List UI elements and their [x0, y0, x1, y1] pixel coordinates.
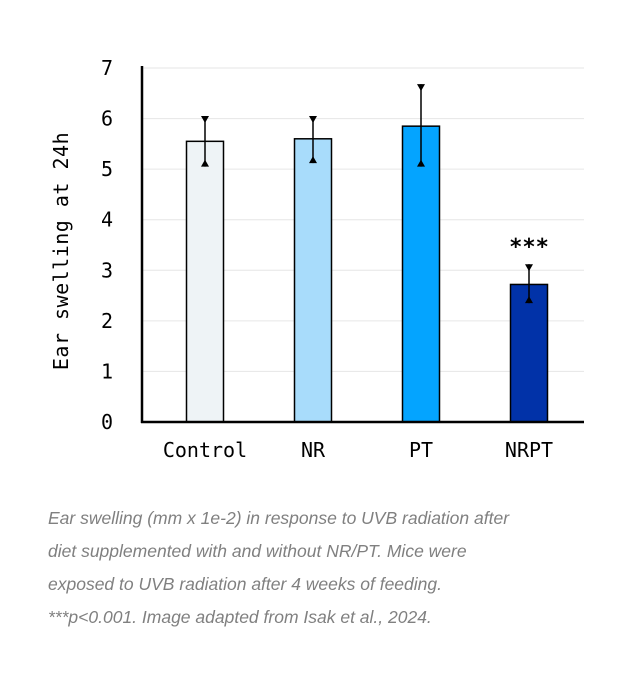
bar-control — [185, 140, 225, 423]
error-bar-upper-cap — [417, 84, 425, 92]
error-bars — [201, 84, 533, 304]
bar-pt — [401, 125, 441, 423]
significance-annotations: *** — [509, 235, 549, 260]
y-tick-label: 7 — [101, 56, 113, 80]
bar-nrpt — [509, 283, 549, 423]
y-tick-label: 5 — [101, 157, 113, 181]
y-tick-label: 1 — [101, 359, 113, 383]
error-bar-lower-cap — [525, 296, 533, 304]
y-tick-label: 4 — [101, 208, 113, 232]
significance-marker: *** — [509, 235, 549, 260]
error-bar-lower-cap — [417, 159, 425, 167]
x-tick-labels: Control NR PT NRPT — [163, 438, 553, 462]
y-tick-label: 2 — [101, 309, 113, 333]
y-tick-label: 0 — [101, 410, 113, 434]
figure-caption: Ear swelling (mm x 1e-2) in response to … — [48, 502, 608, 634]
y-tick-label: 6 — [101, 107, 113, 131]
caption-line-3: exposed to UVB radiation after 4 weeks o… — [48, 574, 442, 594]
y-tick-label: 3 — [101, 258, 113, 282]
y-tick-labels: 0 1 2 3 4 5 6 7 — [101, 56, 113, 434]
error-bar-lower-cap — [309, 156, 317, 164]
error-bar-upper-cap — [201, 116, 209, 124]
error-bar-upper-cap — [525, 264, 533, 272]
x-tick-label: NRPT — [505, 438, 553, 462]
y-axis-label: Ear swelling at 24h — [49, 132, 73, 370]
caption-line-1: Ear swelling (mm x 1e-2) in response to … — [48, 508, 510, 528]
caption-line-4: ***p<0.001. Image adapted from Isak et a… — [48, 607, 432, 627]
x-tick-label: PT — [409, 438, 433, 462]
error-bar-lower-cap — [201, 159, 209, 167]
bars — [185, 125, 549, 423]
caption-line-2: diet supplemented with and without NR/PT… — [48, 541, 467, 561]
bar-nr — [293, 138, 333, 423]
x-tick-label: NR — [301, 438, 326, 462]
x-tick-label: Control — [163, 438, 247, 462]
error-bar-upper-cap — [309, 116, 317, 124]
